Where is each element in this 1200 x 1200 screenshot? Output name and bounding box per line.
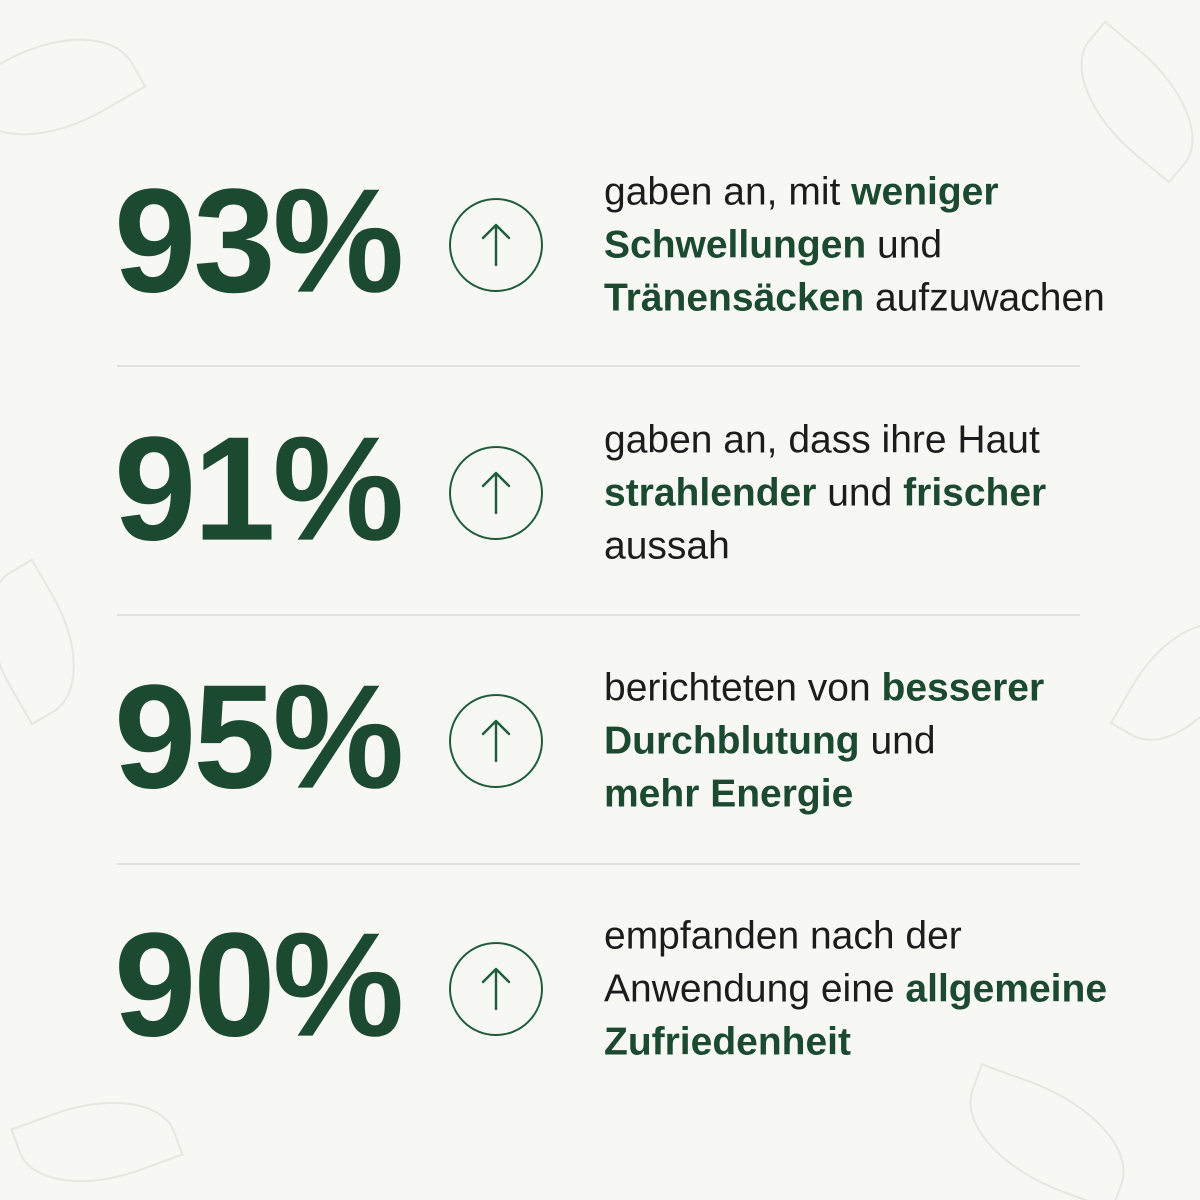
description-line: empfanden nach der	[604, 910, 1107, 963]
icon-arrow	[481, 967, 511, 1011]
stat-value: 95%	[114, 654, 404, 820]
description-line: mehr Energie	[604, 768, 1044, 821]
body-text: empfanden nach der	[604, 914, 962, 958]
icon-circle	[449, 694, 543, 788]
highlight-text: allgemeine	[905, 967, 1108, 1011]
icon-arrow	[481, 471, 511, 515]
divider	[117, 365, 1080, 367]
description-line: Zufriedenheit	[604, 1016, 1107, 1069]
description-line: strahlender und frischer	[604, 467, 1046, 520]
stat-value: 90%	[114, 902, 404, 1068]
body-text: und	[859, 719, 936, 763]
icon-circle	[449, 446, 543, 540]
stat-description: empfanden nach der Anwendung eine allgeme…	[604, 910, 1107, 1069]
highlight-text: strahlender	[604, 471, 817, 515]
description-line: gaben an, mit weniger	[604, 166, 1105, 219]
description-line: Durchblutung und	[604, 715, 1044, 768]
body-text: und	[816, 471, 904, 515]
body-text: aufzuwachen	[864, 276, 1105, 320]
icon-circle	[449, 198, 543, 292]
stat-row: 95% berichteten von besserer Durchblutung …	[0, 617, 1200, 865]
description-line: Anwendung eine allgemeine	[604, 963, 1107, 1016]
stat-row: 90% empfanden nach der Anwendung eine allg…	[0, 865, 1200, 1113]
stat-description: gaben an, mit weniger Schwellungen und Trä…	[604, 166, 1105, 325]
body-text: aussah	[604, 524, 730, 568]
body-text: berichteten von	[604, 666, 882, 710]
highlight-text: Zufriedenheit	[604, 1020, 852, 1064]
description-line: Schwellungen und	[604, 219, 1105, 272]
highlight-text: frischer	[903, 471, 1047, 515]
highlight-text: weniger	[851, 170, 999, 214]
highlight-text: mehr Energie	[604, 772, 854, 816]
description-line: berichteten von besserer	[604, 662, 1044, 715]
description-line: gaben an, dass ihre Haut	[604, 414, 1046, 467]
body-text: gaben an, dass ihre Haut	[604, 418, 1040, 462]
stat-description: berichteten von besserer Durchblutung und…	[604, 662, 1044, 821]
highlight-text: Tränensäcken	[604, 276, 865, 320]
icon-circle	[449, 942, 543, 1036]
icon-arrow	[481, 719, 511, 763]
up-arrow-icon	[449, 198, 543, 292]
highlight-text: Schwellungen	[604, 223, 867, 267]
divider	[117, 614, 1080, 616]
description-line: Tränensäcken aufzuwachen	[604, 272, 1105, 325]
stat-row: 91% gaben an, dass ihre Haut strahlender u…	[0, 369, 1200, 617]
body-text: Anwendung eine	[604, 967, 906, 1011]
up-arrow-icon	[449, 694, 543, 788]
stat-value: 93%	[114, 158, 404, 324]
body-text: gaben an, mit	[604, 170, 852, 214]
highlight-text: besserer	[881, 666, 1045, 710]
description-line: aussah	[604, 520, 1046, 573]
up-arrow-icon	[449, 446, 543, 540]
stat-description: gaben an, dass ihre Haut strahlender und …	[604, 414, 1046, 573]
stat-row: 93% gaben an, mit weniger Schwellungen und…	[0, 121, 1200, 369]
divider	[117, 863, 1080, 865]
up-arrow-icon	[449, 942, 543, 1036]
stat-value: 91%	[114, 406, 404, 572]
body-text: und	[866, 223, 943, 267]
highlight-text: Durchblutung	[604, 719, 860, 763]
icon-arrow	[481, 223, 511, 267]
